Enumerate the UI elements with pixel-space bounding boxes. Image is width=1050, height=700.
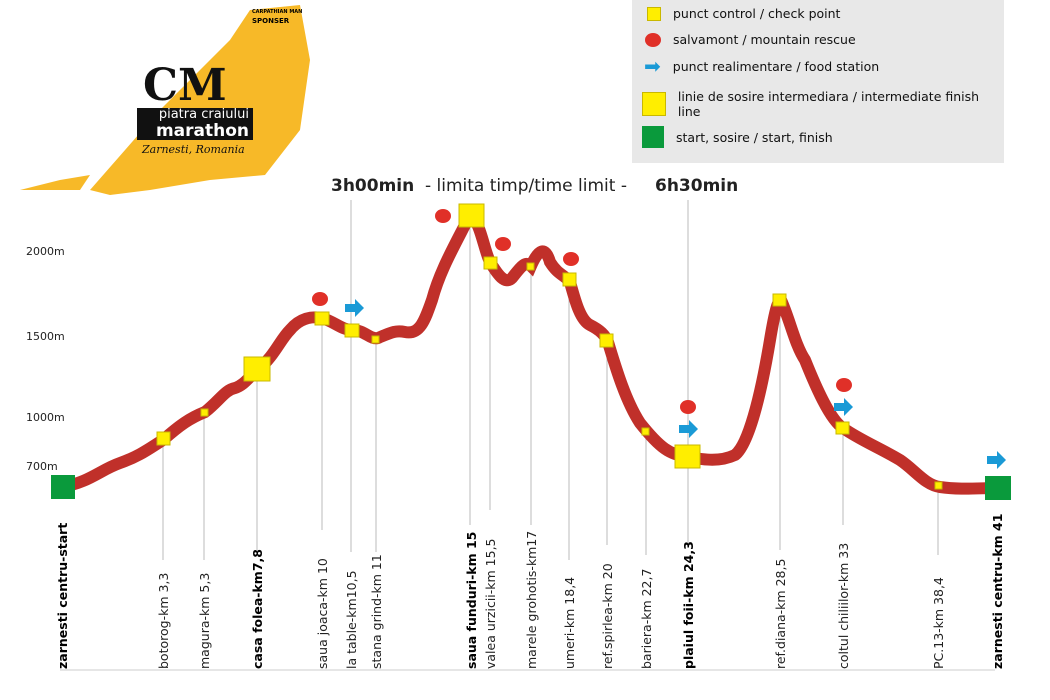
legend-item-start-finish: start, sosire / start, finish — [642, 126, 833, 148]
checkpoint-label: magura-km 5,3 — [197, 572, 212, 669]
checkpoint-label: stana grind-km 11 — [369, 554, 384, 669]
checkpoint-label: zarnesti centru-km 41 — [990, 513, 1005, 669]
logo-line1: piatra craiului — [158, 107, 249, 122]
legend-item-intermediate: linie de sosire intermediara / intermedi… — [642, 89, 1004, 119]
checkpoint-label: ref.diana-km 28,5 — [773, 558, 788, 669]
blue-arrow-icon: ➡ — [644, 54, 661, 78]
checkpoint-label: coltul chiliilor-km 33 — [836, 542, 851, 669]
legend-label: start, sosire / start, finish — [676, 129, 833, 145]
logo-splash — [20, 5, 310, 195]
checkpoint-label: marele grohotis-km17 — [524, 530, 539, 669]
time-limit-1: 3h00min — [331, 176, 415, 196]
logo-title: piatra craiului marathon — [137, 108, 253, 140]
green-square-icon — [642, 126, 664, 148]
legend: punct control / check point salvamont / … — [632, 0, 1004, 163]
start-marker — [51, 475, 75, 499]
axis-label: 1000m — [26, 411, 65, 424]
checkpoint-label: saua joaca-km 10 — [315, 558, 330, 669]
food-station-markers — [345, 299, 1006, 469]
legend-label: salvamont / mountain rescue — [673, 32, 856, 47]
start-finish-markers — [51, 475, 1011, 500]
legend-item-rescue: salvamont / mountain rescue — [642, 32, 856, 47]
axis-label: 700m — [26, 460, 58, 473]
rescue-markers — [312, 209, 852, 414]
axis-label: 1500m — [26, 330, 65, 343]
checkpoint-label: umeri-km 18,4 — [562, 576, 577, 669]
axis-label: 2000m — [26, 245, 65, 258]
sponsor-carpathian: CARPATHIAN MAN — [252, 9, 303, 15]
yellow-large-square-icon — [642, 92, 666, 116]
checkpoint-label: ref.spirlea-km 20 — [600, 563, 615, 669]
finish-marker — [985, 476, 1011, 500]
leader-lines — [60, 200, 995, 671]
yellow-square-icon — [647, 6, 661, 21]
checkpoint-label: botorog-km 3,3 — [156, 572, 171, 669]
checkpoint-label: casa folea-km7,8 — [250, 549, 265, 669]
logo-mark: CM — [143, 60, 227, 111]
checkpoint-label: zarnesti centru-start — [55, 522, 70, 669]
checkpoint-label: PC.13-km 38,4 — [931, 577, 946, 669]
checkpoint-label: bariera-km 22,7 — [639, 568, 654, 669]
time-limit-2: 6h30min — [655, 176, 739, 196]
checkpoint-label: plaiul foii-km 24,3 — [681, 541, 696, 669]
legend-label: linie de sosire intermediara / intermedi… — [677, 89, 980, 119]
time-limit-caption: - limita timp/time limit - — [425, 176, 627, 196]
checkpoint-label: saua funduri-km 15 — [464, 531, 479, 669]
checkpoint-label: la table-km10,5 — [344, 570, 359, 669]
checkpoint-label: valea urzicii-km 15,5 — [483, 538, 498, 670]
logo-line2: marathon — [155, 121, 249, 141]
red-circle-icon — [645, 32, 661, 47]
legend-item-checkpoint: punct control / check point — [642, 6, 840, 21]
legend-label: punct realimentare / food station — [672, 58, 880, 74]
sponsor-sponser: SPONSER — [252, 17, 290, 25]
legend-item-food: ➡ punct realimentare / food station — [642, 54, 880, 78]
checkpoint-markers — [156, 203, 943, 490]
logo-place: Zarnesti, Romania — [142, 143, 245, 156]
elevation-line — [56, 206, 1003, 495]
legend-label: punct control / check point — [673, 6, 841, 21]
